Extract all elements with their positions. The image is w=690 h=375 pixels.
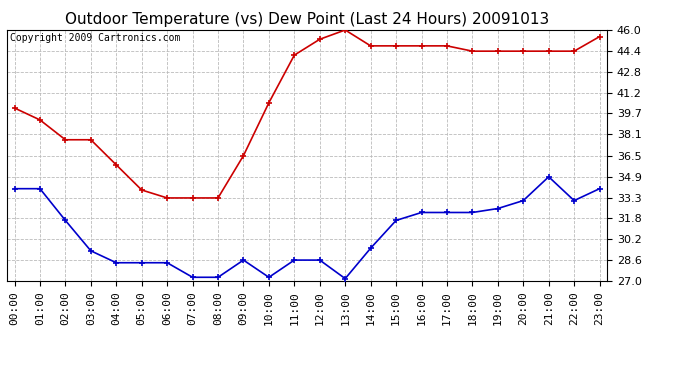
- Text: Copyright 2009 Cartronics.com: Copyright 2009 Cartronics.com: [10, 33, 180, 42]
- Title: Outdoor Temperature (vs) Dew Point (Last 24 Hours) 20091013: Outdoor Temperature (vs) Dew Point (Last…: [65, 12, 549, 27]
